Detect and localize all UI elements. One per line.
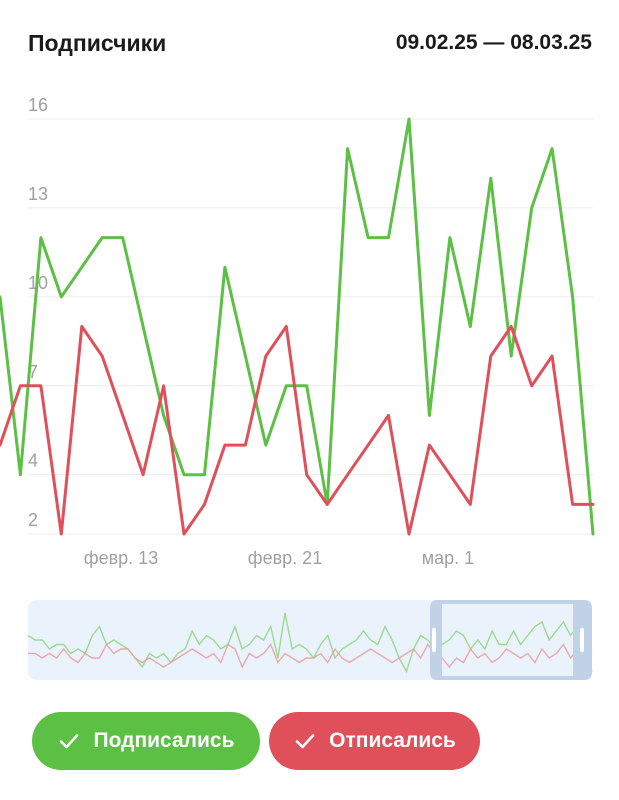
subscribed-toggle-button[interactable]: Подписались [32, 712, 260, 770]
y-tick-label: 4 [28, 451, 38, 471]
x-axis-ticks: февр. 13 февр. 21 мар. 1 [84, 548, 474, 568]
navigator-left-handle[interactable] [432, 628, 436, 652]
series-layer [0, 117, 595, 536]
check-icon [57, 729, 81, 753]
navigator-frame [430, 600, 592, 680]
navigator-window [430, 600, 580, 680]
y-tick-label: 7 [28, 362, 38, 382]
x-tick-label: февр. 21 [248, 548, 322, 568]
navigator-right-handle[interactable] [580, 628, 584, 652]
subscribed-label: Подписались [93, 729, 235, 752]
series-unsubscribed-line [0, 325, 595, 536]
x-tick-label: мар. 1 [422, 548, 474, 568]
navigator-red-line [28, 643, 593, 669]
y-tick-label: 16 [28, 95, 48, 115]
date-range[interactable]: 09.02.25 — 08.03.25 [395, 31, 592, 54]
chart-title: Подписчики [28, 30, 167, 56]
navigator-green-line [27, 612, 593, 674]
y-tick-label: 2 [28, 510, 38, 530]
check-icon [293, 729, 317, 753]
navigator-lines [27, 612, 593, 674]
y-tick-label: 13 [28, 184, 48, 204]
unsubscribed-toggle-button[interactable]: Отписались [269, 712, 480, 770]
navigator[interactable] [27, 600, 593, 680]
series-subscribed-line [0, 117, 595, 536]
unsubscribed-label: Отписались [329, 729, 456, 752]
x-tick-label: февр. 13 [84, 548, 158, 568]
grid-layer [28, 118, 593, 535]
